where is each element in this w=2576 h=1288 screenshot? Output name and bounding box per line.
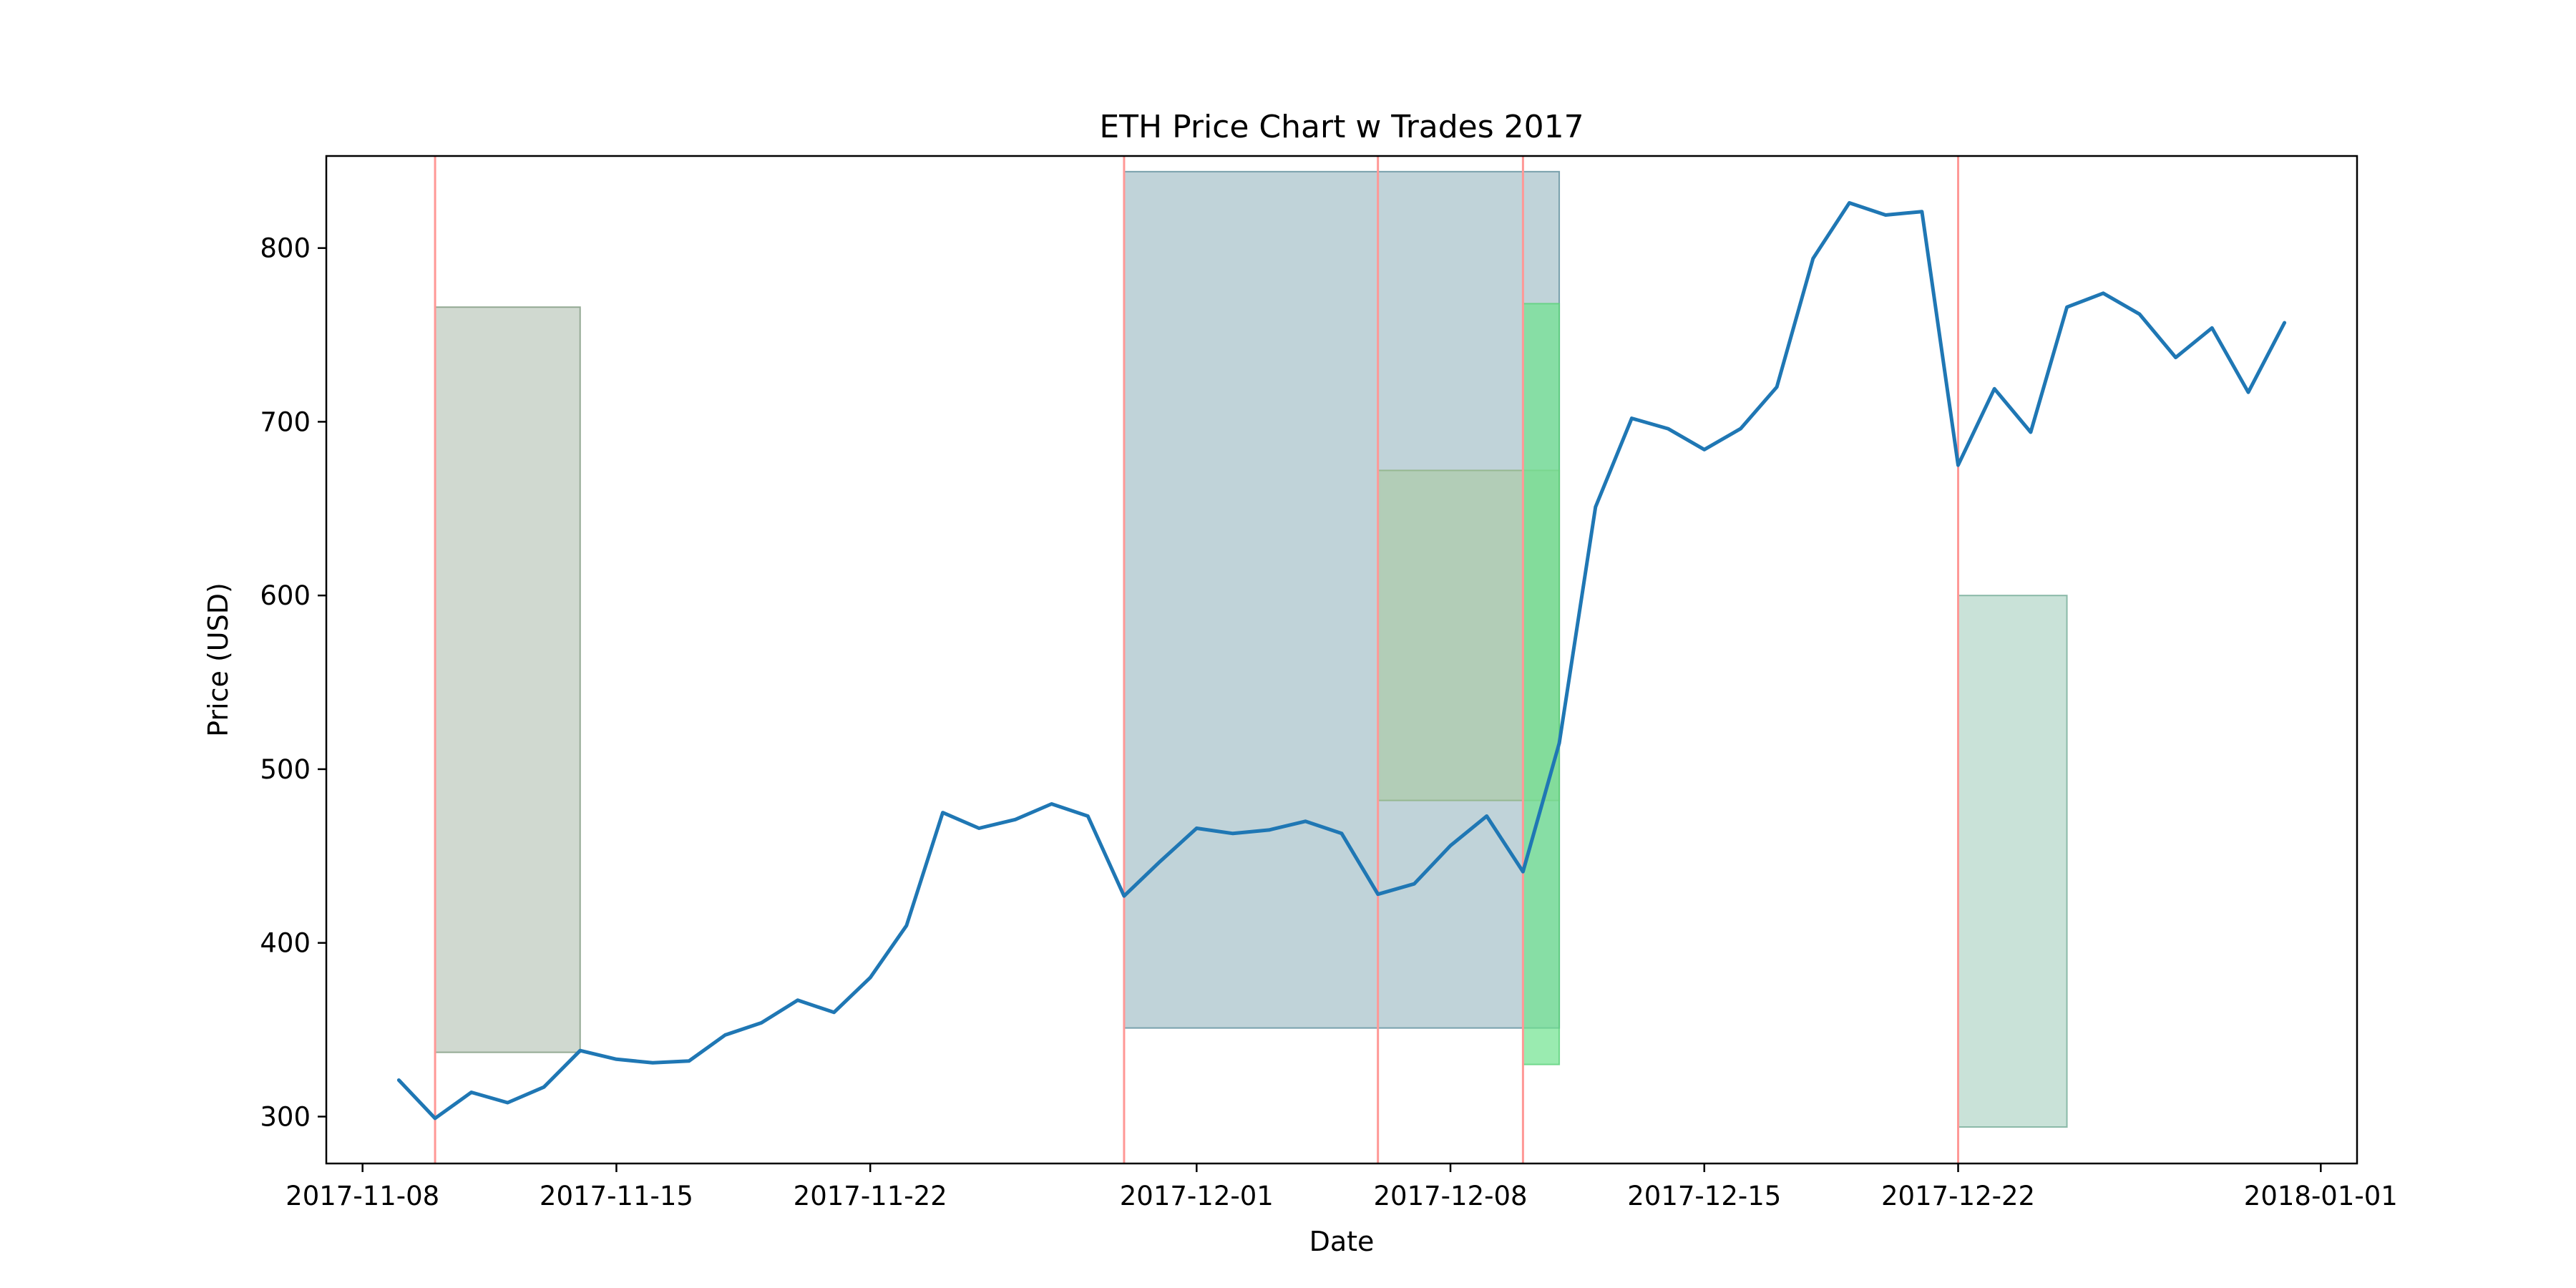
axis-layer: 2017-11-08 2017-11-15 2017-11-22 2017-12-01… bbox=[260, 233, 2397, 1211]
price-series-line-1 bbox=[396, 201, 2287, 1121]
x-tick-label-1: 2017-11-08 bbox=[286, 1181, 439, 1211]
chart-title: ETH Price Chart w Trades 2017 bbox=[1099, 109, 1584, 145]
plot-layer bbox=[396, 156, 2287, 1163]
x-tick-label-8: 2018-01-01 bbox=[2244, 1181, 2398, 1211]
x-tick-label-4: 2017-12-01 bbox=[1120, 1181, 1274, 1211]
x-tick-label-7: 2017-12-22 bbox=[1881, 1181, 2035, 1211]
y-tick-label-1: 300 bbox=[260, 1101, 311, 1132]
y-tick-label-2: 400 bbox=[260, 928, 311, 959]
x-tick-label-5: 2017-12-08 bbox=[1374, 1181, 1528, 1211]
x-axis-label: Date bbox=[1309, 1226, 1375, 1257]
trade-box-5 bbox=[1957, 595, 2068, 1128]
trade-box-1 bbox=[434, 306, 581, 1053]
x-tick-label-3: 2017-11-22 bbox=[794, 1181, 947, 1211]
x-tick-label-2: 2017-11-15 bbox=[540, 1181, 693, 1211]
plot-frame bbox=[325, 155, 2358, 1165]
x-tick-label-6: 2017-12-15 bbox=[1627, 1181, 1781, 1211]
y-tick-label-6: 800 bbox=[260, 233, 311, 264]
trade-box-4 bbox=[1522, 303, 1561, 1065]
y-tick-label-4: 600 bbox=[260, 580, 311, 611]
y-axis-label: Price (USD) bbox=[203, 582, 234, 737]
y-tick-label-5: 700 bbox=[260, 406, 311, 437]
y-tick-label-3: 500 bbox=[260, 754, 311, 785]
